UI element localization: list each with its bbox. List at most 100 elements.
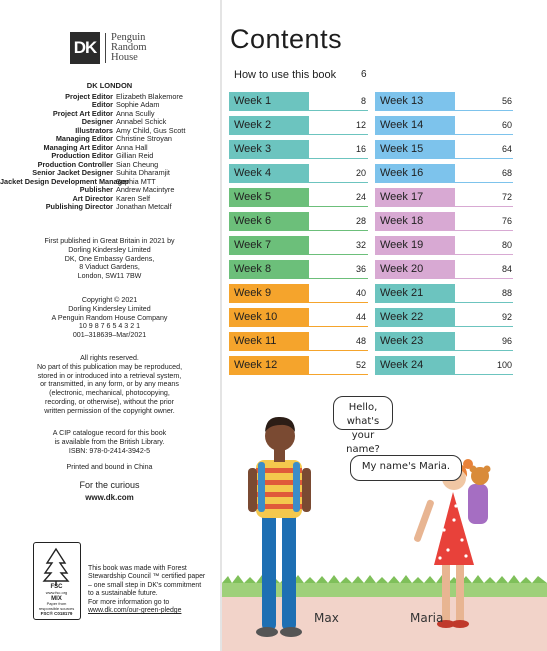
text-line: For more information go to [88, 598, 170, 606]
grass [222, 583, 547, 597]
week-label: Week 9 [229, 284, 309, 303]
week-entry[interactable]: Week 15 64 [375, 140, 513, 159]
text-line: 10 9 8 7 6 5 4 3 2 1 [78, 322, 141, 331]
week-page-number: 12 [355, 120, 366, 130]
week-page-number: 80 [501, 240, 512, 250]
week-page-number: 44 [355, 312, 366, 322]
week-entry[interactable]: Week 11 48 [229, 332, 368, 351]
week-label: Week 20 [375, 260, 455, 279]
text-line: First published in Great Britain in 2021… [44, 237, 175, 245]
week-entry[interactable]: Week 12 52 [229, 356, 368, 375]
text-line: recording, or otherwise), without the pr… [45, 397, 174, 406]
credit-role: Designer [81, 117, 113, 126]
week-entry[interactable]: Week 1 8 [229, 92, 368, 111]
page-title: Contents [230, 24, 343, 54]
credit-row: Art Director Karen Self [0, 193, 219, 204]
week-label: Week 12 [229, 356, 309, 375]
credit-role: Project Art Editor [52, 108, 113, 118]
publisher-logo: DK Penguin Random House [70, 31, 147, 65]
week-entry[interactable]: Week 22 92 [375, 308, 513, 327]
week-rule [455, 110, 513, 111]
text-line: or transmitted, in any form, or by any m… [40, 380, 179, 389]
credit-row: Jacket Design Development Manager Sophia … [0, 176, 219, 187]
week-rule [455, 206, 513, 207]
week-page-number: 72 [501, 192, 512, 202]
credit-role: Publishing Director [45, 202, 113, 211]
week-entry[interactable]: Week 23 96 [375, 332, 513, 351]
week-label: Week 10 [229, 308, 309, 327]
name-label-maria: Maria [410, 611, 444, 625]
credit-row: Editor Sophie Adam [0, 100, 219, 110]
credit-role: Illustrators [75, 125, 113, 135]
week-entry[interactable]: Week 5 24 [229, 188, 368, 207]
published-by: First published in Great Britain in 2021… [0, 237, 219, 281]
week-entry[interactable]: Week 3 16 [229, 140, 368, 159]
week-entry[interactable]: Week 20 84 [375, 260, 513, 279]
week-entry[interactable]: Week 10 44 [229, 308, 368, 327]
week-label: Week 13 [375, 92, 455, 111]
week-entry[interactable]: Week 21 88 [375, 284, 513, 303]
week-rule [309, 134, 368, 135]
week-page-number: 68 [501, 168, 512, 178]
week-label: Week 6 [229, 212, 309, 231]
fsc-logo: FSC www.fsc.org MIX Paper from responsib… [33, 542, 81, 620]
week-entry[interactable]: Week 18 76 [375, 212, 513, 231]
text-line: is available from the British Library. [54, 437, 165, 446]
week-entry[interactable]: Week 4 20 [229, 164, 368, 183]
credit-row: Designer Annabel Schick [0, 117, 219, 127]
week-label: Week 8 [229, 260, 309, 279]
week-entry[interactable]: Week 24 100 [375, 356, 513, 375]
week-entry[interactable]: Week 13 56 [375, 92, 513, 111]
credit-name: Gillian Reid [116, 151, 154, 160]
week-entry[interactable]: Week 16 68 [375, 164, 513, 183]
credit-row: Managing Editor Christine Stroyan [0, 134, 219, 144]
text-line: London, SW11 7BW [77, 272, 142, 281]
week-page-number: 28 [355, 216, 366, 226]
tagline: For the curious [79, 480, 140, 490]
max-figure [248, 416, 311, 637]
imprint-page: DK Penguin Random House DK LONDON Projec… [0, 0, 219, 651]
week-entry[interactable]: Week 14 60 [375, 116, 513, 135]
credit-name: Jonathan Metcalf [116, 202, 172, 211]
credit-role: Editor [91, 100, 113, 109]
week-rule [309, 278, 368, 279]
week-label: Week 19 [375, 236, 455, 255]
fsc-tree-icon [42, 547, 70, 586]
week-rule [455, 302, 513, 303]
credit-role: Art Director [72, 193, 113, 203]
week-label: Week 11 [229, 332, 309, 351]
week-entry[interactable]: Week 19 80 [375, 236, 513, 255]
week-label: Week 4 [229, 164, 309, 183]
credit-row: Project Art Editor Anna Scully [0, 108, 219, 119]
credit-name: Sophia MTT [116, 176, 156, 186]
credit-name: Andrew Macintyre [116, 185, 175, 194]
week-entry[interactable]: Week 17 72 [375, 188, 513, 207]
week-entry[interactable]: Week 6 28 [229, 212, 368, 231]
speech-bubble-maria: My name's Maria. [350, 455, 462, 481]
week-entry[interactable]: Week 9 40 [229, 284, 368, 303]
week-page-number: 64 [501, 144, 512, 154]
name-label-max: Max [314, 611, 339, 625]
week-rule [309, 110, 368, 111]
week-label: Week 5 [229, 188, 309, 207]
week-rule [309, 158, 368, 159]
credit-role: Managing Editor [55, 134, 113, 143]
website-link[interactable]: www.dk.com [85, 493, 134, 502]
week-entry[interactable]: Week 8 36 [229, 260, 368, 279]
credit-role: Managing Art Editor [43, 142, 113, 152]
week-label: Week 23 [375, 332, 455, 351]
copyright-notice: Copyright © 2021 Dorling Kindersley Limit… [0, 296, 219, 340]
text-line: to a sustainable future. [88, 590, 158, 598]
week-rule [455, 278, 513, 279]
credit-name: Annabel Schick [116, 117, 167, 126]
credit-role: Production Controller [37, 159, 113, 169]
green-pledge-link[interactable]: www.dk.com/our-green-pledge [88, 607, 182, 615]
how-to-use-entry[interactable]: How to use this book 6 [234, 69, 367, 81]
week-page-number: 100 [496, 360, 512, 370]
week-entry[interactable]: Week 7 32 [229, 236, 368, 255]
week-page-number: 24 [355, 192, 366, 202]
week-entry[interactable]: Week 2 12 [229, 116, 368, 135]
fsc-statement: This book was made with Forest Stewardshi… [88, 565, 213, 615]
week-rule [455, 254, 513, 255]
week-page-number: 36 [355, 264, 366, 274]
